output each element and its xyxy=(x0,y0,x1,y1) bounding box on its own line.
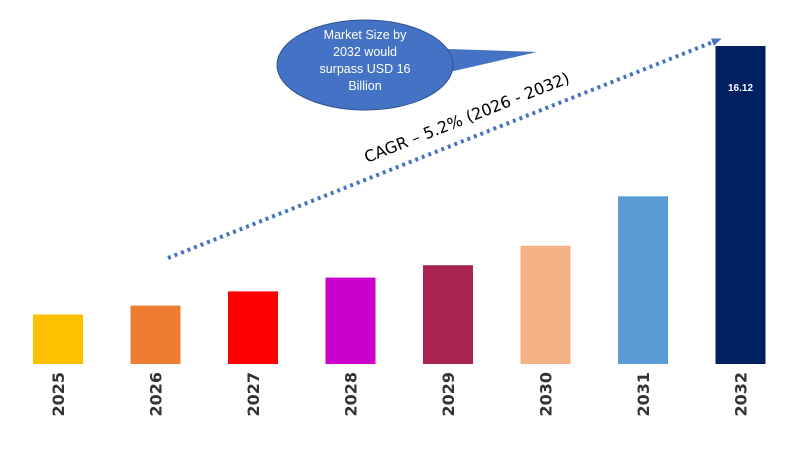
bars-layer xyxy=(33,46,766,364)
cagr-arrow xyxy=(167,38,722,260)
callout-text-line: Market Size by xyxy=(324,28,407,42)
bar-2027 xyxy=(228,291,278,364)
x-tick-label-2032: 2032 xyxy=(732,372,751,417)
labels-layer: 2025 2026 2027 2028 2029 2030 2031 2032 16.12 xyxy=(49,83,753,417)
bar-2025 xyxy=(33,314,83,364)
bar-2030 xyxy=(520,245,571,364)
bar-2032 xyxy=(715,46,766,364)
x-tick-label-2026: 2026 xyxy=(147,372,166,417)
x-tick-label-2025: 2025 xyxy=(49,372,68,417)
callout-text-line: Billion xyxy=(348,79,381,93)
x-tick-label-2027: 2027 xyxy=(244,372,263,417)
x-tick-label-2029: 2029 xyxy=(439,372,458,417)
bar-2029 xyxy=(423,265,473,364)
callout-bubble xyxy=(276,19,454,111)
x-tick-label-2031: 2031 xyxy=(634,372,653,417)
bar-2028 xyxy=(325,277,376,364)
data-label-2032: 16.12 xyxy=(728,83,753,94)
x-tick-label-2028: 2028 xyxy=(342,372,361,417)
bar-2026 xyxy=(130,305,181,364)
callout-text-line: 2032 would xyxy=(333,45,397,59)
x-tick-label-2030: 2030 xyxy=(537,372,556,417)
bar-2031 xyxy=(618,196,668,364)
callout-text-line: surpass USD 16 xyxy=(319,62,410,76)
